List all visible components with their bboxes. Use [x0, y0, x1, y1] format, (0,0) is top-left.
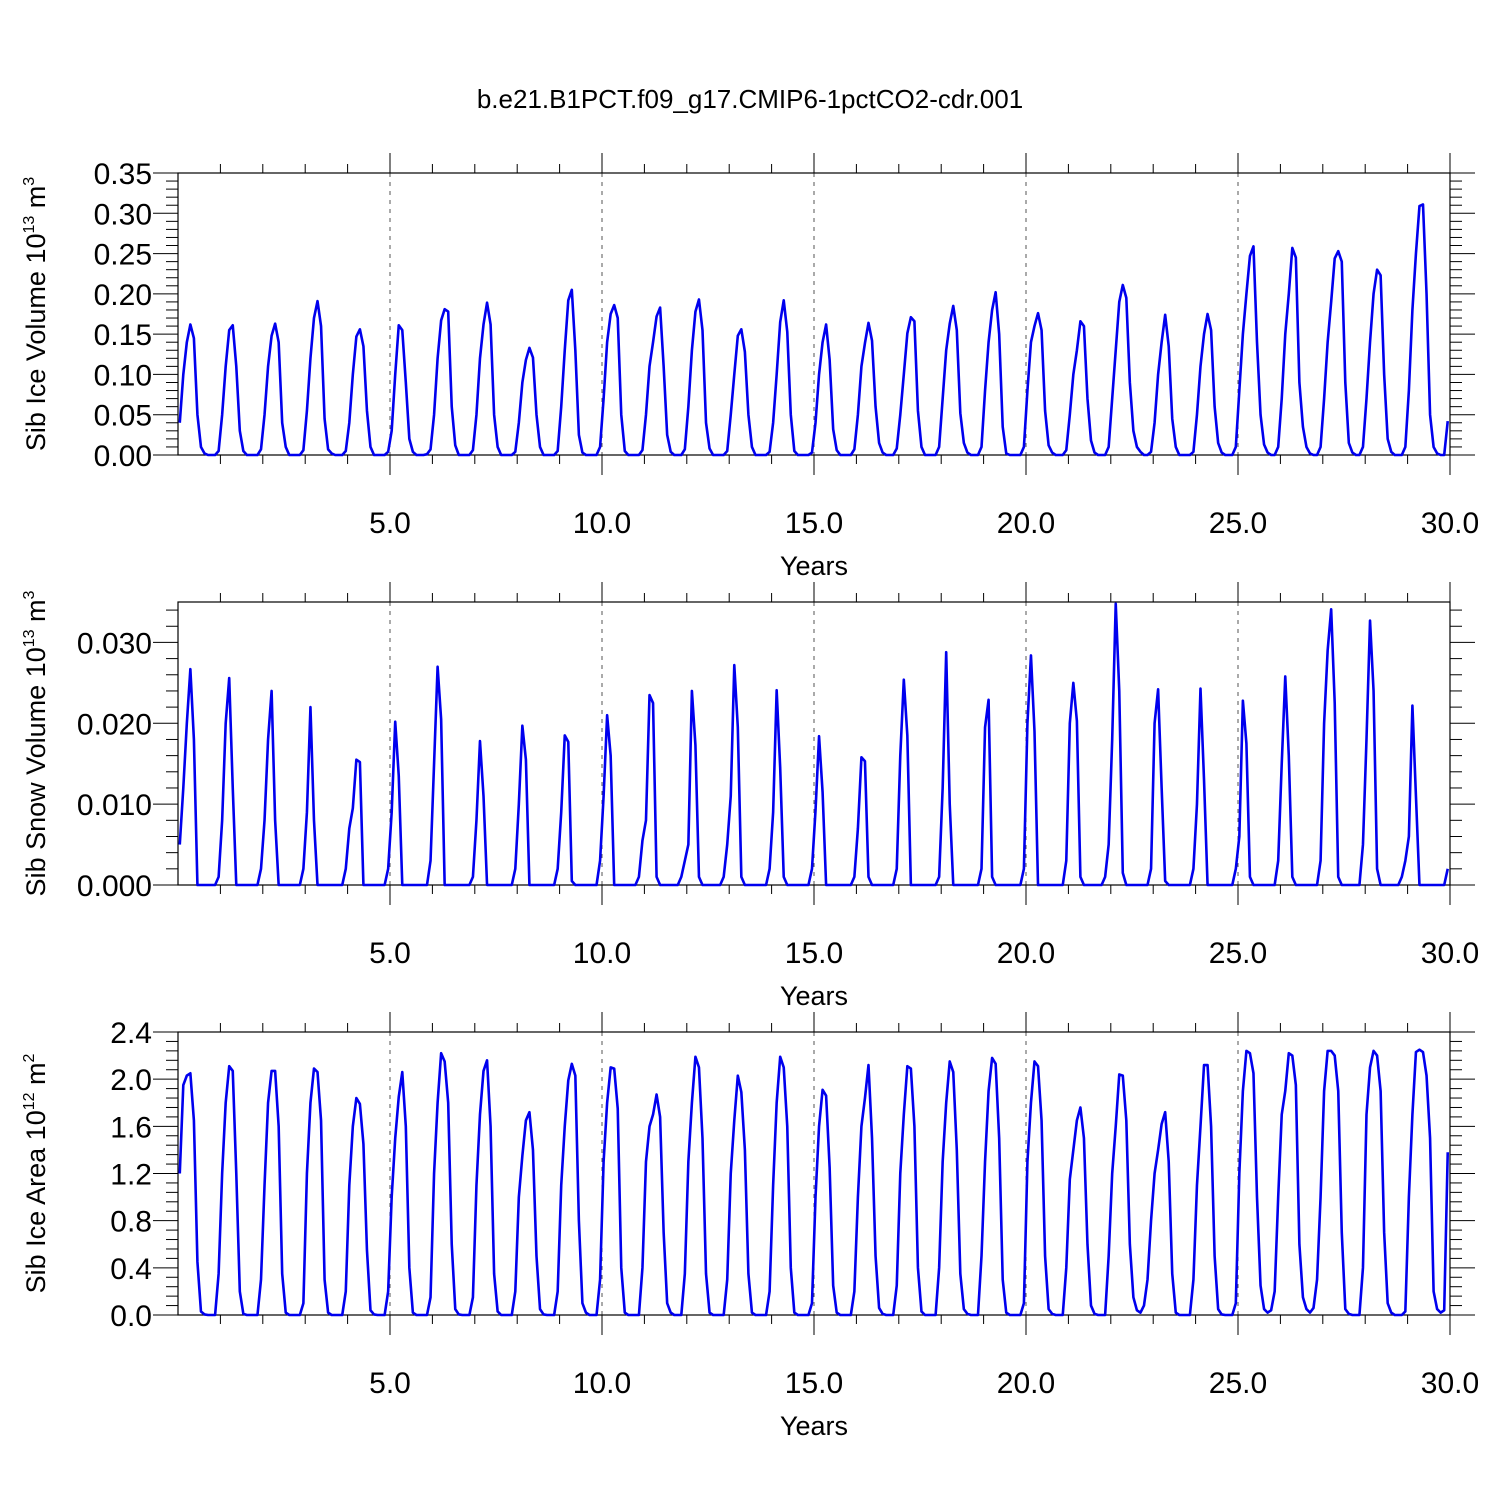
x-tick-label: 25.0 — [1209, 1367, 1267, 1400]
y-tick-label: 1.6 — [110, 1111, 152, 1144]
x-tick-label: 5.0 — [369, 937, 411, 970]
chart-title: b.e21.B1PCT.f09_g17.CMIP6-1pctCO2-cdr.00… — [477, 84, 1023, 114]
y-tick-label: 0.25 — [94, 239, 152, 272]
y-tick-label: 0.15 — [94, 319, 152, 352]
chart-panels: 0.00 0.05 0.10 0.15 0.20 0.25 0.30 0.35 5.0 10.0 1… — [21, 153, 1479, 1441]
x-tick-label: 15.0 — [785, 507, 843, 540]
x-axis-label: Years — [780, 981, 848, 1011]
y-tick-label: 0.30 — [94, 198, 152, 231]
y-tick-label: 0.030 — [77, 627, 152, 660]
y-tick-label: 0.35 — [94, 158, 152, 191]
x-tick-label: 10.0 — [573, 507, 631, 540]
y-tick-label: 0.000 — [77, 870, 152, 903]
x-tick-label: 30.0 — [1421, 507, 1479, 540]
x-tick-label: 30.0 — [1421, 1367, 1479, 1400]
y-tick-label: 0.8 — [110, 1206, 152, 1239]
y-tick-label: 0.020 — [77, 708, 152, 741]
x-tick-label: 5.0 — [369, 507, 411, 540]
x-tick-label: 30.0 — [1421, 937, 1479, 970]
series-line — [178, 203, 1450, 457]
y-axis-label: Sib Ice Volume 1013 m3 — [21, 177, 51, 451]
x-tick-label: 20.0 — [997, 1367, 1055, 1400]
x-tick-label: 20.0 — [997, 507, 1055, 540]
y-tick-label: 0.0 — [110, 1300, 152, 1333]
y-tick-label: 2.4 — [110, 1017, 152, 1050]
series-line — [178, 1048, 1450, 1317]
x-tick-label: 15.0 — [785, 937, 843, 970]
chart-panel-2: 0.000 0.010 0.020 0.030 5.0 10.0 15.0 20.0 25.0 3… — [21, 582, 1479, 1011]
y-tick-label: 1.2 — [110, 1159, 152, 1192]
x-tick-label: 10.0 — [573, 1367, 631, 1400]
y-axis-label: Sib Ice Area 1012 m2 — [21, 1053, 51, 1293]
x-tick-label: 5.0 — [369, 1367, 411, 1400]
y-tick-label: 0.10 — [94, 359, 152, 392]
y-tick-label: 0.05 — [94, 400, 152, 433]
y-tick-label: 2.0 — [110, 1064, 152, 1097]
y-axis-label: Sib Snow Volume 1013 m3 — [21, 590, 51, 896]
y-tick-label: 0.00 — [94, 440, 152, 473]
y-tick-label: 0.4 — [110, 1253, 152, 1286]
x-tick-label: 10.0 — [573, 937, 631, 970]
series-line — [178, 602, 1450, 887]
x-axis-label: Years — [780, 551, 848, 581]
y-tick-label: 0.010 — [77, 789, 152, 822]
chart-panel-3: 0.0 0.4 0.8 1.2 1.6 2.0 2.4 5.0 10.0 15.0 20.0 25.0… — [21, 1012, 1479, 1441]
x-tick-label: 25.0 — [1209, 507, 1267, 540]
chart-panel-1: 0.00 0.05 0.10 0.15 0.20 0.25 0.30 0.35 5.0 10.0 1… — [21, 153, 1479, 581]
x-tick-label: 20.0 — [997, 937, 1055, 970]
y-tick-label: 0.20 — [94, 279, 152, 312]
x-tick-label: 25.0 — [1209, 937, 1267, 970]
x-axis-label: Years — [780, 1411, 848, 1441]
x-tick-label: 15.0 — [785, 1367, 843, 1400]
